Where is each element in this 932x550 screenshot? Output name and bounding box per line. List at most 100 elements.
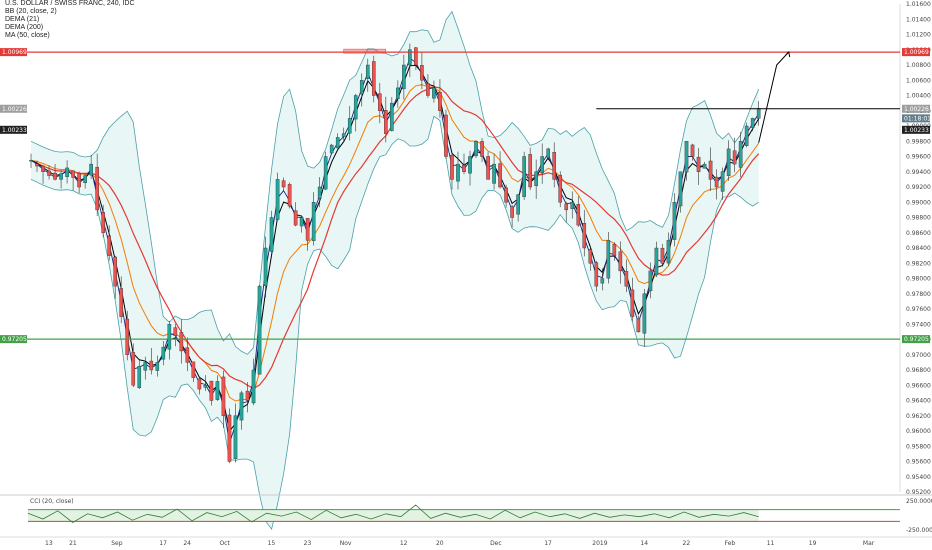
y-tick-label: 0.96200 bbox=[906, 413, 931, 420]
bear-candle bbox=[450, 154, 454, 180]
bollinger-lower-band bbox=[30, 115, 759, 531]
main-plot-area[interactable] bbox=[29, 10, 761, 531]
x-tick-label: 14 bbox=[640, 540, 648, 547]
y-tick-label: 1.00400 bbox=[906, 93, 931, 100]
x-tick-label: 15 bbox=[268, 540, 276, 547]
y-tick-label: 0.98600 bbox=[906, 230, 931, 237]
bear-candle bbox=[576, 204, 581, 226]
cci-line bbox=[27, 504, 759, 523]
bull-candle bbox=[540, 156, 544, 174]
y-tick-label: 0.99600 bbox=[906, 154, 931, 161]
bear-candle bbox=[281, 180, 286, 188]
y-tick-label: 0.95600 bbox=[906, 459, 931, 466]
indicator-ma-50[interactable]: MA (50, close) bbox=[5, 32, 50, 39]
bull-candle bbox=[335, 137, 340, 149]
cci-label: CCI (20, close) bbox=[30, 498, 74, 505]
bull-candle bbox=[606, 240, 611, 279]
y-tick-label: 0.99000 bbox=[906, 199, 931, 206]
right-price-flag-label: 1.00233 bbox=[904, 127, 929, 134]
bull-candle bbox=[269, 217, 274, 252]
left-price-flag-label: 0.97205 bbox=[2, 336, 27, 343]
y-tick-label: 1.01600 bbox=[906, 1, 931, 8]
bull-candle bbox=[666, 240, 671, 264]
x-tick-label: 22 bbox=[683, 540, 691, 547]
x-tick-label: 2019 bbox=[592, 540, 607, 547]
left-price-flag-label: 1.00226 bbox=[2, 106, 27, 113]
bear-candle bbox=[630, 289, 635, 317]
bear-candle bbox=[618, 251, 623, 272]
right-price-flag bbox=[902, 335, 930, 344]
bull-candle bbox=[239, 392, 244, 421]
y-tick-label: 0.97600 bbox=[906, 306, 931, 313]
bear-candle bbox=[227, 414, 232, 462]
right-price-flag-label: 01:18:01 bbox=[904, 115, 931, 122]
bull-candle bbox=[516, 194, 520, 215]
right-price-flag-label: 1.00969 bbox=[904, 49, 929, 56]
y-tick-label: 0.95400 bbox=[906, 474, 931, 481]
annotation-overlays: 1.00969 1.00226 1.00233 0.97205 1.00969 0.972… bbox=[0, 48, 931, 344]
x-tick-label: 11 bbox=[767, 540, 775, 547]
bear-candle bbox=[480, 141, 484, 157]
bull-candle bbox=[317, 186, 322, 199]
y-tick-label: 1.00600 bbox=[906, 77, 931, 84]
left-price-flag bbox=[0, 48, 27, 57]
ma-50-line bbox=[30, 86, 760, 390]
bull-candle bbox=[546, 148, 550, 158]
cci-pane[interactable]: CCI (20, close) 250.0000 -250.0000 bbox=[0, 494, 932, 534]
bull-candle bbox=[432, 87, 436, 99]
bear-candle bbox=[564, 203, 569, 211]
left-price-flag bbox=[0, 125, 27, 134]
y-tick-label: 0.96800 bbox=[906, 367, 931, 374]
bull-candle bbox=[161, 346, 166, 360]
bull-candle bbox=[137, 365, 142, 388]
indicator-dema-21[interactable]: DEMA (21) bbox=[5, 16, 40, 23]
bull-candle bbox=[257, 285, 262, 375]
bear-candle bbox=[696, 156, 701, 172]
bear-candle bbox=[426, 83, 430, 96]
bull-candle bbox=[299, 217, 304, 227]
bull-candle bbox=[347, 118, 352, 134]
bear-candle bbox=[101, 212, 105, 233]
bull-candle bbox=[323, 156, 328, 190]
bear-candle bbox=[287, 184, 292, 207]
bear-candle bbox=[588, 249, 593, 264]
cci-y-tick-label: -250.0000 bbox=[906, 527, 932, 534]
y-tick-label: 0.96000 bbox=[906, 428, 931, 435]
bull-candle bbox=[534, 171, 538, 187]
bear-candle bbox=[95, 166, 99, 211]
bollinger-upper-band bbox=[30, 10, 760, 355]
bull-candle bbox=[215, 381, 220, 400]
x-tick-label: 17 bbox=[544, 540, 552, 547]
x-tick-label: Mar bbox=[863, 540, 875, 547]
bull-candle bbox=[365, 64, 370, 79]
y-tick-label: 1.01200 bbox=[906, 32, 931, 39]
bull-candle bbox=[684, 141, 689, 173]
bull-candle bbox=[738, 141, 743, 168]
bull-candle bbox=[353, 95, 358, 120]
y-tick-label: 0.99800 bbox=[906, 138, 931, 145]
bull-candle bbox=[600, 278, 605, 284]
bull-candle bbox=[65, 167, 69, 177]
bear-candle bbox=[305, 218, 310, 241]
bear-candle bbox=[149, 360, 154, 371]
bull-candle bbox=[402, 64, 406, 90]
bull-candle bbox=[311, 202, 316, 242]
bull-candle bbox=[275, 179, 280, 220]
y-tick-label: 0.99400 bbox=[906, 169, 931, 176]
bull-candle bbox=[341, 133, 346, 137]
bull-candle bbox=[89, 163, 93, 176]
y-tick-label: 0.98200 bbox=[906, 260, 931, 267]
bear-candle bbox=[71, 170, 75, 178]
y-tick-label: 0.95800 bbox=[906, 443, 931, 450]
bear-candle bbox=[197, 378, 202, 390]
indicator-dema-200[interactable]: DEMA (200) bbox=[5, 24, 44, 31]
bear-candle bbox=[420, 65, 424, 81]
indicator-bb[interactable]: BB (20, close, 2) bbox=[5, 8, 57, 15]
right-price-flag-label: 0.97205 bbox=[904, 336, 929, 343]
bollinger-band-fill bbox=[31, 11, 759, 530]
y-tick-label: 1.00800 bbox=[906, 62, 931, 69]
bull-candle bbox=[83, 175, 87, 184]
projection-arrow bbox=[758, 51, 790, 143]
y-tick-label: 0.95200 bbox=[906, 489, 931, 496]
